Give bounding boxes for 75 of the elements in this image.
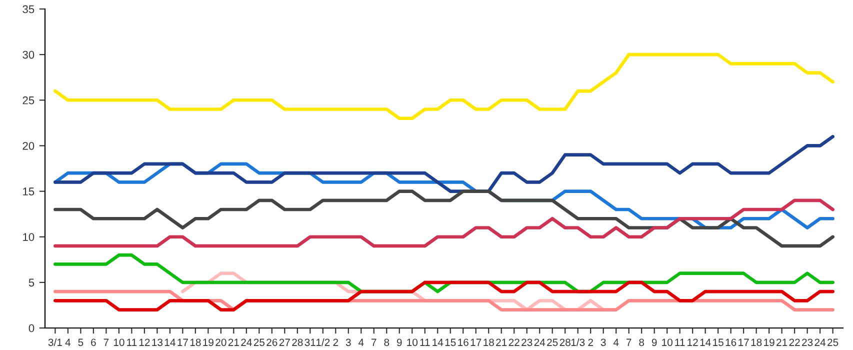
x-tick-label: 24 xyxy=(241,338,252,346)
y-tick-label: 30 xyxy=(22,50,34,59)
x-tick-label: 18 xyxy=(484,338,494,346)
line-series xyxy=(54,52,834,120)
x-tick-label: 19 xyxy=(203,338,214,346)
x-tick-label: 2 xyxy=(588,338,593,346)
x-tick-label: 21 xyxy=(228,338,239,346)
x-tick-label: 17 xyxy=(470,338,482,346)
x-tick-label: 14 xyxy=(432,338,444,346)
x-tick-label: 14 xyxy=(164,338,176,346)
x-tick-label: 24 xyxy=(814,338,826,346)
x-tick-label: 12 xyxy=(139,338,150,346)
x-tick-label: 12 xyxy=(688,338,698,346)
y-tick-label: 25 xyxy=(22,96,34,104)
x-tick-label: 10 xyxy=(662,338,672,346)
x-tick-label: 16 xyxy=(726,338,736,346)
x-tick-label: 31 xyxy=(304,338,316,346)
x-tick-label: 27 xyxy=(279,338,290,346)
x-tick-label: 15 xyxy=(445,338,456,346)
x-tick-label: 7 xyxy=(104,338,109,346)
y-tick-label: 15 xyxy=(23,188,34,196)
line-series xyxy=(54,198,834,248)
x-tick-label: 3 xyxy=(346,338,351,346)
x-tick-label: 17 xyxy=(738,338,749,346)
y-tick-label: 20 xyxy=(22,142,34,150)
x-tick-label: 25 xyxy=(254,338,265,346)
x-tick-label: 1/3 xyxy=(571,338,585,346)
x-tick-label: 11 xyxy=(420,338,430,346)
x-tick-label: 18 xyxy=(190,338,201,346)
x-tick-label: 7 xyxy=(372,338,376,346)
y-tick-label: 0 xyxy=(28,324,34,332)
y-tick-label: 35 xyxy=(22,5,34,14)
x-tick-label: 16 xyxy=(458,338,468,346)
x-tick-label: 11 xyxy=(675,338,685,346)
x-tick-label: 17 xyxy=(178,338,188,346)
x-tick-label: 4 xyxy=(358,338,364,346)
x-tick-label: 21 xyxy=(776,338,788,346)
x-tick-label: 22 xyxy=(789,338,800,346)
y-tick-label: 5 xyxy=(28,278,34,287)
x-tick-label: 3/1 xyxy=(48,338,62,346)
x-tick-label: 25 xyxy=(547,338,558,346)
x-tick-label: 13 xyxy=(152,338,163,346)
x-tick-label: 9 xyxy=(652,338,657,346)
x-tick-label: 25 xyxy=(828,338,838,346)
x-tick-label: 8 xyxy=(639,338,644,346)
x-tick-label: 14 xyxy=(700,338,711,346)
x-tick-label: 10 xyxy=(407,338,418,346)
x-tick-label: 24 xyxy=(534,338,546,346)
x-tick-label: 4 xyxy=(613,338,619,346)
line-series xyxy=(54,190,834,248)
x-tick-label: 23 xyxy=(522,338,532,346)
line-series xyxy=(54,134,834,193)
x-tick-label: 4 xyxy=(65,338,71,346)
x-tick-label: 2 xyxy=(333,338,338,346)
x-tick-label: 28 xyxy=(560,338,570,346)
y-tick-label: 10 xyxy=(23,233,34,241)
x-tick-label: 21 xyxy=(496,338,507,346)
x-tick-label: 11 xyxy=(127,338,137,346)
x-tick-label: 28 xyxy=(292,338,303,346)
x-tick-label: 3 xyxy=(600,338,606,346)
x-tick-label: 5 xyxy=(78,338,84,346)
x-tick-label: 8 xyxy=(384,338,390,346)
x-tick-label: 20 xyxy=(216,338,226,346)
x-tick-label: 15 xyxy=(713,338,724,346)
x-tick-label: 19 xyxy=(764,338,774,346)
x-tick-label: 26 xyxy=(266,338,278,346)
x-tick-label: 23 xyxy=(802,338,813,346)
x-tick-label: 9 xyxy=(396,338,402,346)
x-tick-label: 10 xyxy=(114,338,124,346)
x-tick-label: 22 xyxy=(508,338,520,346)
x-tick-label: 1/2 xyxy=(316,338,330,346)
x-tick-label: 18 xyxy=(751,338,762,346)
x-tick-label: 7 xyxy=(626,338,632,346)
line-series xyxy=(54,280,834,312)
x-tick-label: 6 xyxy=(91,338,96,346)
